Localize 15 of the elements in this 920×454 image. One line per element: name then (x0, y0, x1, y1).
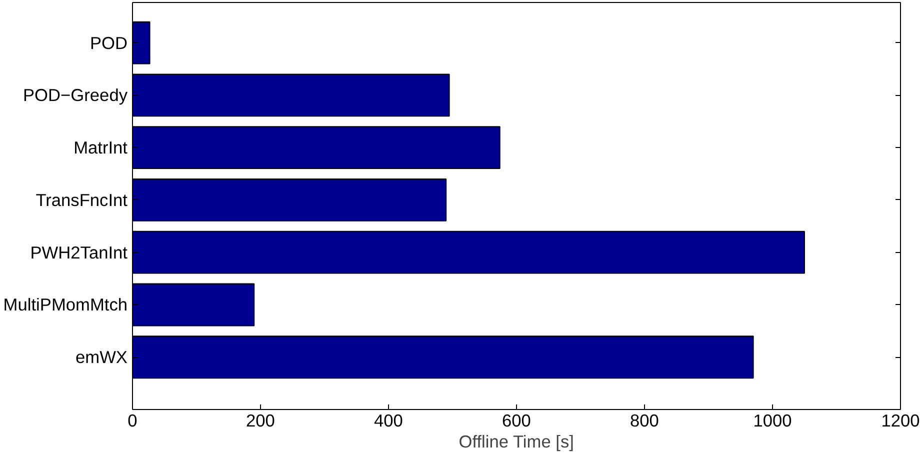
y-tick-label: MultiPMomMtch (3, 294, 128, 315)
y-tick-label: POD−Greedy (23, 85, 128, 106)
x-tick-label: 600 (502, 410, 531, 430)
y-tick-label: emWX (76, 347, 128, 368)
y-tick-label: POD (90, 32, 128, 53)
x-tick-label: 200 (246, 410, 275, 430)
y-tick-label: TransFncInt (36, 190, 128, 210)
y-tick-label: MatrInt (74, 138, 128, 158)
x-tick-label: 0 (128, 410, 138, 430)
x-tick-label: 1000 (753, 410, 792, 430)
x-axis-title: Offline Time [s] (458, 432, 574, 452)
x-tick-label: 800 (630, 410, 659, 430)
x-tick-label: 400 (374, 410, 403, 430)
x-tick-label: 1200 (881, 410, 920, 430)
y-tick-label: PWH2TanInt (30, 242, 128, 262)
